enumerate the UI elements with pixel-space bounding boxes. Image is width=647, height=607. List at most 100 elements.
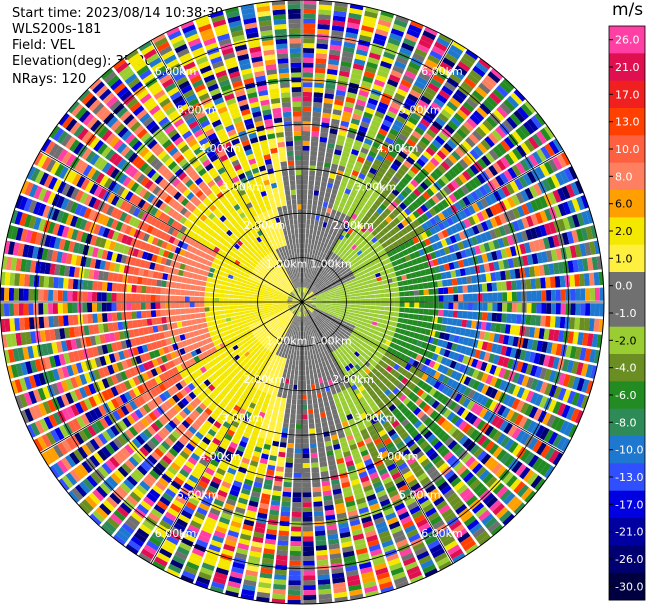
velocity-gate [364,243,371,250]
velocity-gate [302,170,309,176]
velocity-gate [310,141,319,147]
velocity-gate [530,278,537,289]
velocity-gate [315,535,326,541]
velocity-gate [324,435,331,442]
velocity-gate [450,343,458,352]
velocity-gate [366,199,374,207]
velocity-gate [588,318,595,332]
velocity-gate [368,52,381,61]
velocity-gate [453,112,465,124]
velocity-gate [420,499,432,509]
velocity-gate [389,220,397,228]
velocity-gate [324,157,332,164]
velocity-gate [417,495,429,505]
velocity-gate [355,323,362,328]
velocity-gate [413,332,420,340]
velocity-gate [458,158,469,170]
velocity-gate [347,336,354,342]
velocity-gate [342,545,354,553]
velocity-gate [486,312,493,322]
velocity-gate [437,222,446,231]
velocity-gate [389,236,396,244]
velocity-gate [465,543,479,555]
velocity-gate [494,378,503,389]
velocity-gate [448,302,454,310]
velocity-gate [310,244,314,250]
velocity-gate [452,190,462,201]
velocity-gate [349,288,355,292]
velocity-gate [302,316,304,322]
velocity-gate [250,545,262,553]
velocity-gate [471,202,481,213]
velocity-gate [339,345,345,352]
velocity-gate [410,429,420,439]
velocity-gate [364,272,371,278]
velocity-gate [334,418,341,425]
velocity-gate [456,187,466,198]
velocity-gate [369,471,379,480]
velocity-gate [358,212,365,219]
velocity-gate [338,130,347,137]
velocity-gate [313,403,319,409]
velocity-gate [319,309,325,312]
velocity-gate [355,302,361,305]
velocity-gate [299,341,302,346]
velocity-gate [398,286,404,292]
velocity-gate [303,321,305,327]
velocity-gate [553,262,560,275]
velocity-gate [302,492,312,498]
velocity-gate [344,409,352,416]
velocity-gate [530,213,539,226]
velocity-gate [366,323,372,328]
velocity-gate [250,434,258,442]
velocity-gate [275,559,288,566]
velocity-gate [311,286,315,292]
velocity-gate [524,490,536,504]
velocity-gate [413,514,426,524]
velocity-gate [345,96,356,104]
velocity-gate [363,15,377,24]
velocity-gate [374,258,381,264]
velocity-gate [482,99,495,112]
velocity-gate [342,349,348,355]
velocity-gate [413,314,419,320]
velocity-gate [316,305,321,308]
velocity-gate [255,522,266,529]
velocity-gate [422,315,429,322]
velocity-gate [394,172,403,181]
velocity-gate [305,295,310,300]
velocity-gate [379,417,388,425]
velocity-gate [422,282,429,289]
velocity-gate [358,200,366,208]
velocity-gate [345,331,351,337]
velocity-gate [311,254,315,260]
velocity-gate [334,262,340,268]
velocity-gate [540,146,551,160]
velocity-gate [304,248,308,254]
velocity-gate [302,160,309,166]
velocity-gate [401,274,407,281]
velocity-gate [336,244,342,251]
velocity-gate [302,179,308,185]
velocity-gate [433,167,443,178]
velocity-gate [333,323,339,328]
velocity-gate [306,297,311,300]
velocity-gate [344,141,353,149]
velocity-gate [310,354,314,360]
velocity-gate [300,326,302,332]
velocity-gate [378,167,387,175]
velocity-gate [335,89,346,97]
velocity-gate [579,243,587,257]
velocity-gate [328,245,334,252]
velocity-gate [408,24,422,34]
velocity-gate [533,183,543,196]
velocity-gate [273,485,282,492]
velocity-gate [449,496,461,507]
velocity-gate [386,485,397,494]
velocity-gate [472,482,485,494]
velocity-gate [320,269,325,275]
velocity-gate [320,308,326,311]
velocity-gate [326,244,331,250]
velocity-gate [302,292,304,298]
velocity-gate [320,323,325,329]
